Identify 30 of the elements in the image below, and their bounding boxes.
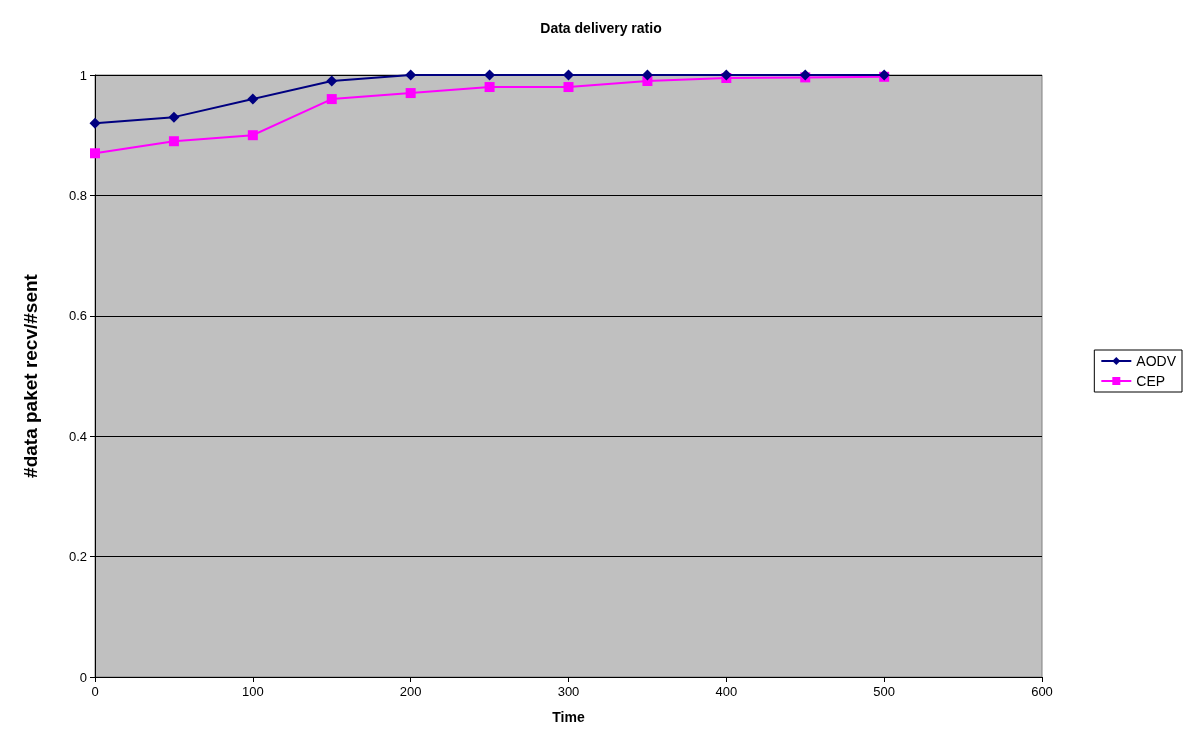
y-axis-title: #data paket recv/#sent (20, 273, 41, 478)
y-tick-label: 1 (79, 67, 87, 83)
x-tick-label: 0 (91, 684, 99, 699)
y-tick-label: 0.4 (68, 428, 87, 444)
point (168, 136, 179, 147)
x-axis-title: Time (552, 709, 585, 725)
point (168, 111, 180, 123)
x-tick-label: 500 (873, 684, 896, 699)
point (484, 82, 495, 93)
point (326, 75, 338, 87)
point (247, 130, 258, 141)
point (89, 117, 101, 129)
y-tick-label: 0.2 (68, 549, 87, 565)
point (247, 93, 259, 105)
y-tick-label: 0.8 (68, 187, 87, 203)
point (563, 69, 574, 81)
point (563, 82, 574, 93)
legend-label: AODV (1136, 353, 1177, 369)
legend-label: CEP (1136, 373, 1166, 389)
point (405, 88, 416, 99)
chart-title: Data delivery ratio (540, 20, 662, 36)
x-tick-label: 300 (557, 684, 580, 699)
x-tick-label: 600 (1031, 684, 1053, 699)
x-tick-label: 200 (399, 684, 422, 699)
x-tick-label: 100 (241, 684, 264, 699)
point (90, 148, 100, 159)
x-tick-label: 400 (715, 684, 738, 699)
point (326, 94, 337, 105)
y-tick-label: 0 (79, 669, 87, 685)
y-tick-label: 0.6 (68, 308, 87, 324)
